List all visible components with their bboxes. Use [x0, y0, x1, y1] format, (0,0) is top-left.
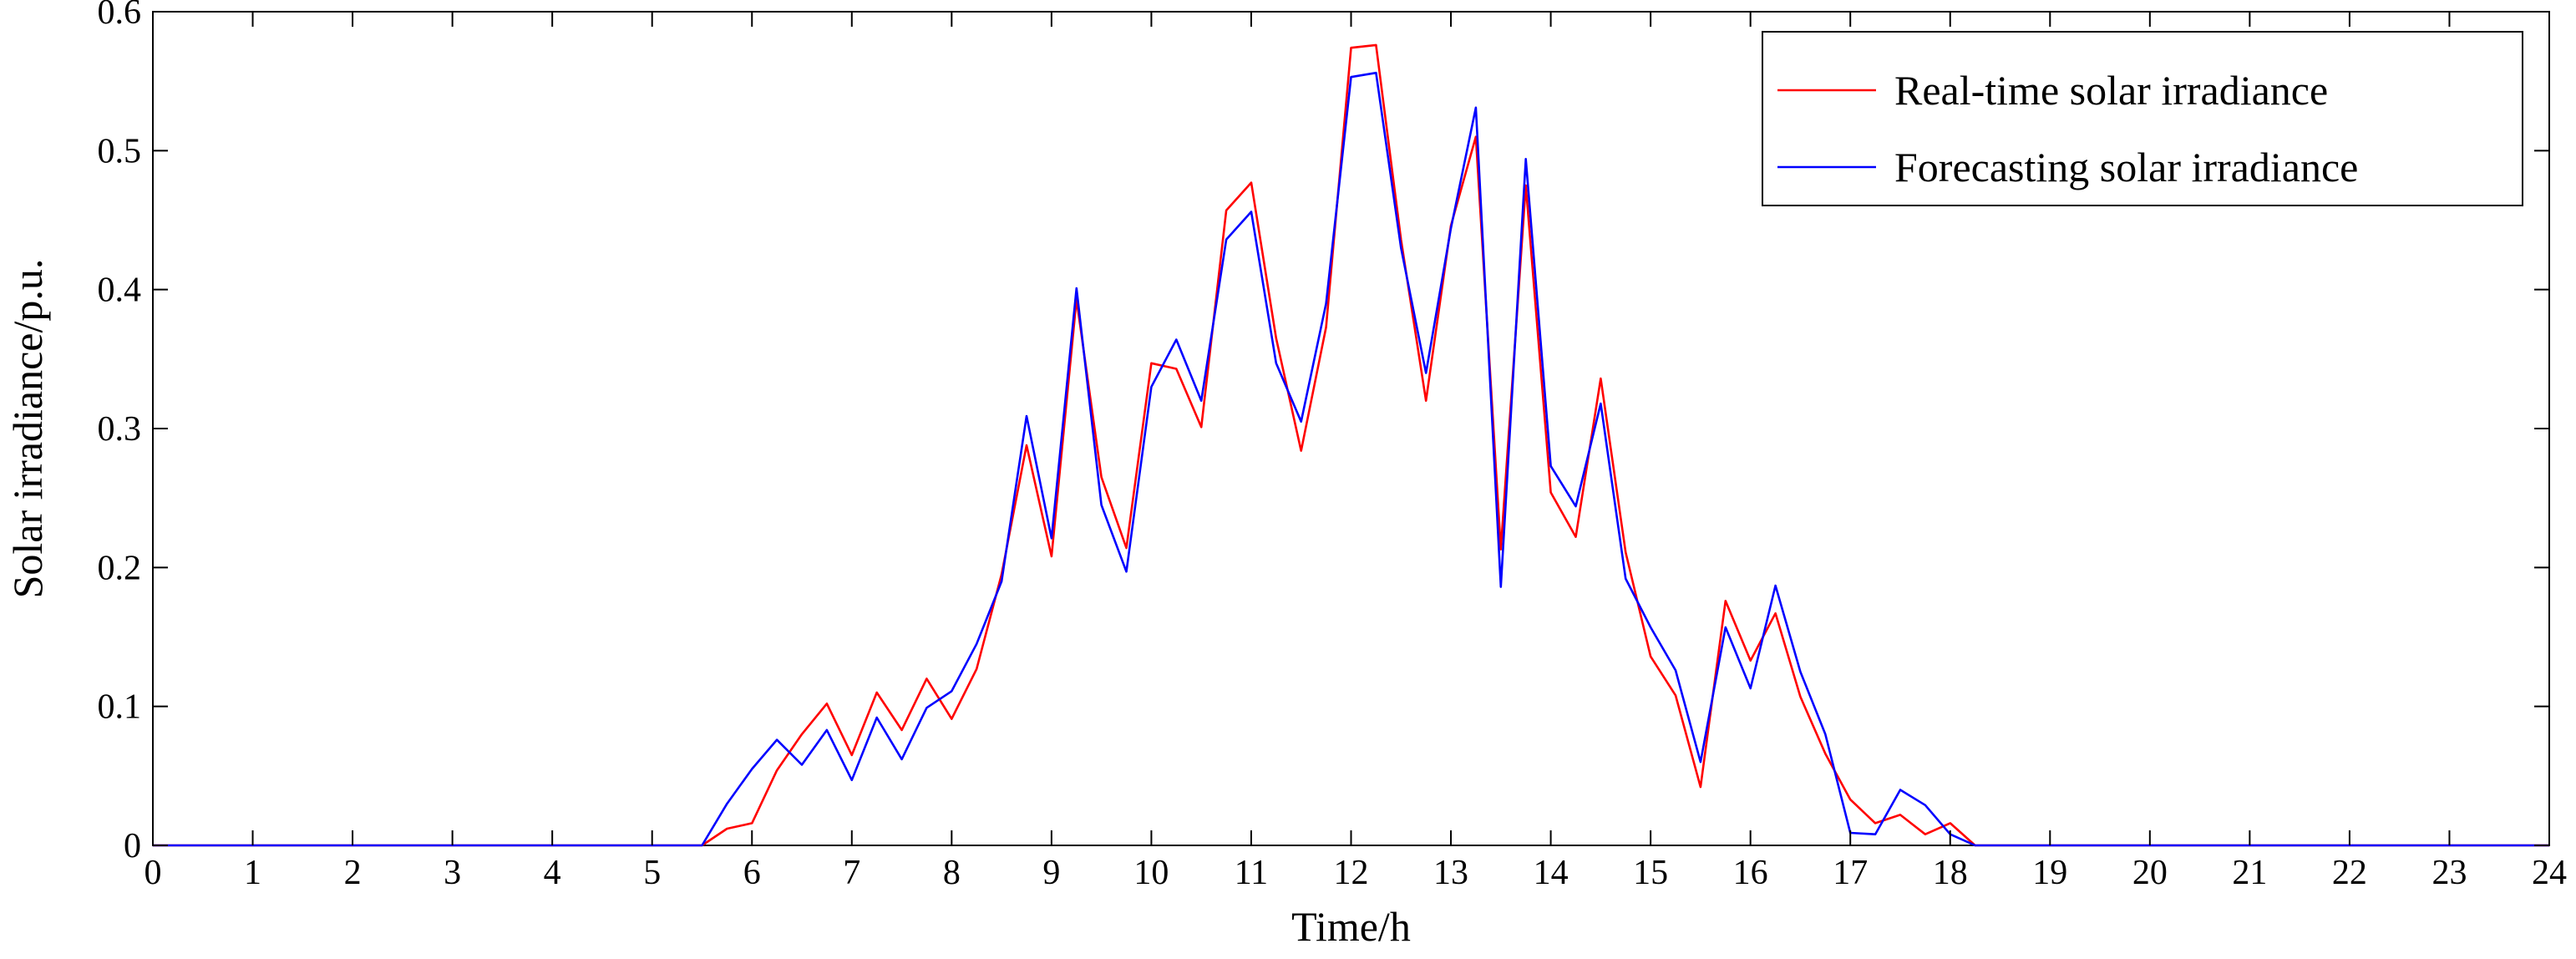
x-tick-label: 17	[1833, 854, 1868, 892]
x-tick-label: 3	[444, 854, 461, 892]
x-tick-label: 15	[1633, 854, 1668, 892]
y-tick-label: 0	[124, 827, 141, 865]
x-tick-label: 10	[1133, 854, 1169, 892]
x-tick-label: 2	[344, 854, 362, 892]
series-line-forecasting	[153, 71, 2549, 847]
x-tick-label: 22	[2332, 854, 2367, 892]
x-tick-label: 7	[843, 854, 860, 892]
x-tick-label: 1	[244, 854, 261, 892]
y-axis-title: Solar irradiance/p.u.	[4, 259, 51, 599]
x-tick-label: 14	[1534, 854, 1569, 892]
x-tick-label: 9	[1042, 854, 1060, 892]
x-tick-label: 12	[1334, 854, 1369, 892]
legend-box	[1762, 31, 2523, 206]
x-tick-label: 23	[2431, 854, 2467, 892]
y-tick-label: 0.5	[98, 132, 142, 170]
x-tick-label: 4	[544, 854, 561, 892]
x-tick-label: 20	[2132, 854, 2168, 892]
x-tick-label: 16	[1733, 854, 1768, 892]
x-tick-label: 11	[1235, 854, 1268, 892]
x-tick-label: 5	[643, 854, 661, 892]
y-tick-label: 0.6	[98, 0, 142, 32]
x-tick-label: 24	[2532, 854, 2567, 892]
y-tick-label: 0.4	[98, 271, 142, 310]
legend-label: Forecasting solar irradiance	[1894, 144, 2358, 190]
axis-ticks: 0 1 2 3 4 5 6 7 8 9 10 11 12 13 14 15 16 17 18 19 20 21 22 23 24…	[98, 0, 2568, 892]
x-tick-label: 13	[1433, 854, 1468, 892]
x-tick-label: 19	[2032, 854, 2067, 892]
series-lines	[153, 43, 2549, 847]
y-tick-label: 0.2	[98, 549, 142, 587]
x-tick-label: 8	[943, 854, 961, 892]
x-tick-label: 21	[2232, 854, 2267, 892]
x-tick-label: 18	[1933, 854, 1968, 892]
x-tick-label: 0	[145, 854, 162, 892]
x-tick-label: 6	[743, 854, 761, 892]
x-axis-title: Time/h	[1291, 903, 1411, 950]
legend: Real-time solar irradiance Forecasting so…	[1762, 31, 2523, 206]
y-tick-label: 0.3	[98, 410, 142, 449]
legend-label: Real-time solar irradiance	[1894, 67, 2328, 114]
y-tick-label: 0.1	[98, 688, 142, 727]
